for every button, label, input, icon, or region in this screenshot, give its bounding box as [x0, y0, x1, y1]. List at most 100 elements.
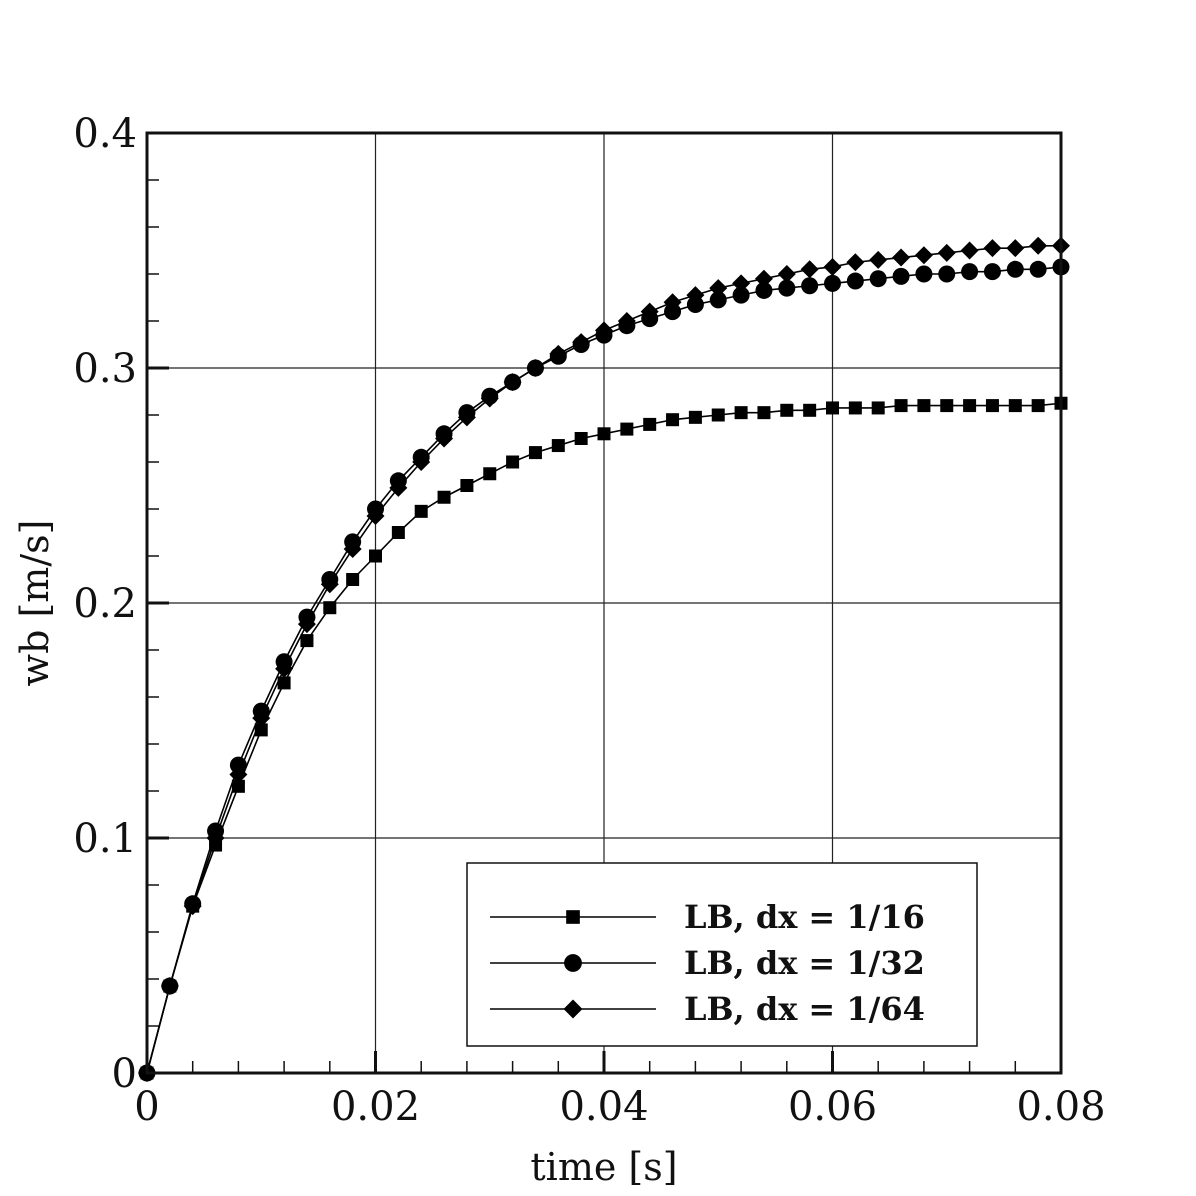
data-point: [824, 274, 841, 292]
data-point: [869, 270, 887, 288]
data-point: [277, 676, 291, 690]
data-point: [528, 446, 542, 460]
legend-marker: [564, 954, 582, 972]
data-point: [801, 277, 819, 295]
data-point: [937, 243, 956, 262]
data-point: [800, 260, 819, 279]
data-point: [183, 897, 202, 916]
data-point: [963, 399, 977, 413]
data-point: [983, 263, 1001, 281]
data-point: [366, 507, 385, 526]
data-point: [320, 575, 339, 594]
data-point: [297, 615, 316, 634]
data-point: [985, 399, 999, 413]
data-point: [617, 312, 636, 330]
data-point: [846, 272, 864, 290]
data-point: [252, 709, 271, 728]
data-point: [826, 401, 839, 415]
data-point: [1006, 239, 1025, 258]
data-point: [506, 455, 520, 469]
data-point: [846, 253, 865, 272]
legend-entry: LB, dx = 1/32: [490, 944, 925, 982]
data-point: [938, 265, 956, 283]
legend-marker: [563, 999, 583, 1019]
series-layer: [138, 236, 1070, 1082]
data-point: [1008, 399, 1022, 413]
data-point: [503, 373, 522, 392]
y-tick-label: 0.4: [73, 111, 137, 157]
data-point: [483, 467, 497, 481]
y-tick-label: 0.3: [73, 346, 137, 392]
data-point: [229, 765, 248, 784]
data-point: [435, 429, 454, 448]
data-point: [414, 504, 428, 518]
data-point: [732, 274, 751, 293]
data-point: [777, 265, 796, 283]
data-point: [823, 257, 842, 276]
y-tick-label: 0.2: [73, 581, 137, 627]
data-point: [664, 303, 682, 321]
data-point: [688, 410, 702, 424]
data-point: [803, 403, 817, 417]
plot-frame: [145, 131, 1063, 1075]
data-point: [323, 601, 337, 615]
data-point: [666, 413, 680, 427]
data-point: [1031, 399, 1045, 413]
data-point: [457, 408, 476, 427]
data-point: [711, 408, 725, 422]
legend: LB, dx = 1/16 LB, dx = 1/32 LB, dx = 1/64: [466, 862, 978, 1047]
x-tick-label: 0.02: [331, 1084, 420, 1130]
y-axis-title: wb [m/s]: [13, 520, 57, 687]
x-tick-label: 0.04: [559, 1084, 648, 1130]
data-point: [346, 573, 360, 586]
data-point: [871, 401, 885, 415]
series-square: [140, 396, 1068, 1080]
data-point: [869, 250, 888, 269]
data-point: [940, 399, 954, 413]
y-tick-label: 0.1: [73, 816, 137, 862]
data-point: [755, 281, 773, 299]
data-point: [917, 399, 931, 413]
data-point: [343, 539, 362, 558]
data-point: [892, 267, 910, 285]
data-point: [595, 321, 613, 340]
data-point: [894, 399, 908, 413]
data-point: [757, 406, 771, 420]
legend-label: LB, dx = 1/32: [684, 944, 925, 982]
data-point: [983, 239, 1002, 258]
data-point: [754, 269, 773, 288]
data-point: [1029, 236, 1048, 255]
data-point: [686, 296, 704, 314]
x-axis-title: time [s]: [530, 1145, 677, 1189]
data-point: [848, 401, 862, 415]
data-point: [640, 302, 659, 321]
x-tick-labels: 0 0.02 0.04 0.06 0.08: [134, 1084, 1105, 1130]
x-tick-label: 0: [134, 1084, 159, 1130]
data-point: [1006, 260, 1024, 278]
legend-label: LB, dx = 1/64: [684, 990, 925, 1028]
x-tick-label: 0.06: [788, 1084, 877, 1130]
data-point: [480, 389, 499, 408]
data-point: [915, 265, 933, 283]
data-point: [732, 286, 750, 304]
data-point: [526, 359, 545, 377]
series-diamond: [138, 236, 1070, 1082]
y-tick-label: 0: [112, 1051, 137, 1097]
minor-ticks: [147, 179, 1017, 1073]
data-point: [597, 427, 611, 441]
data-point: [643, 417, 657, 431]
legend-entry: LB, dx = 1/16: [490, 898, 925, 936]
data-point: [574, 432, 588, 445]
data-point: [275, 659, 294, 678]
data-point: [549, 344, 568, 363]
x-tick-label: 0.08: [1016, 1084, 1105, 1130]
data-point: [961, 263, 979, 281]
data-point: [734, 406, 748, 420]
data-point: [437, 490, 451, 504]
data-point: [686, 286, 705, 305]
data-point: [389, 478, 408, 497]
data-point: [572, 333, 591, 352]
data-point: [709, 279, 728, 298]
data-point: [412, 453, 431, 471]
legend-box: [466, 862, 978, 1047]
